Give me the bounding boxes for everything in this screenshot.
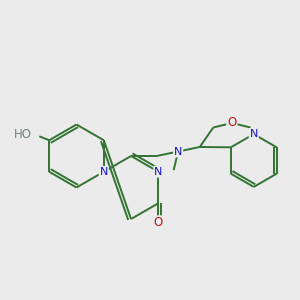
Text: O: O (227, 116, 236, 130)
Text: N: N (100, 167, 108, 177)
Text: N: N (250, 129, 258, 139)
Text: N: N (174, 146, 182, 157)
Text: N: N (154, 167, 163, 177)
Text: HO: HO (14, 128, 32, 141)
Text: O: O (154, 216, 163, 229)
